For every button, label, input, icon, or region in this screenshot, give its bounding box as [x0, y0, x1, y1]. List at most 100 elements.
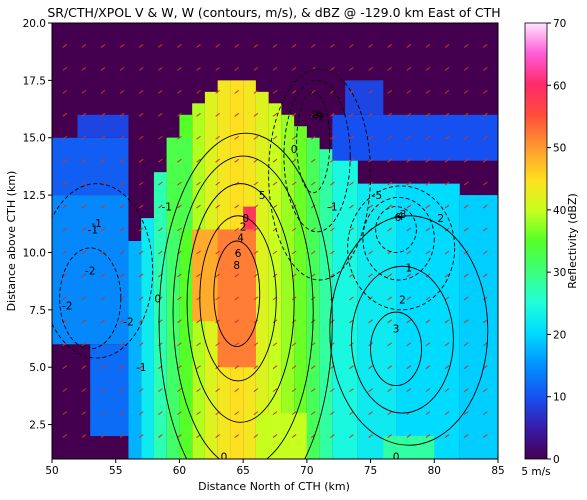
wind-vector: [425, 250, 431, 255]
contour-label: -4: [393, 211, 404, 223]
wind-vector: [349, 365, 354, 370]
wind-vector: [62, 411, 68, 416]
wind-vector: [310, 181, 316, 186]
colorbar-tick-label: 50: [553, 143, 566, 155]
wind-vector: [482, 44, 488, 48]
wind-vector: [215, 388, 220, 393]
wind-vector: [291, 411, 297, 416]
w-contour: [59, 247, 122, 350]
wind-vector: [482, 388, 488, 393]
wind-vector: [368, 365, 373, 370]
wind-vector: [100, 89, 106, 94]
x-axis-label: Distance North of CTH (km): [198, 480, 350, 493]
wind-vector: [119, 250, 125, 255]
wind-vector: [291, 227, 297, 232]
wind-vector: [349, 181, 354, 186]
wind-vector: [100, 66, 106, 71]
wind-vector: [368, 158, 373, 163]
wind-vector: [138, 273, 144, 278]
wind-vector: [138, 319, 144, 324]
wind-vector: [100, 204, 106, 209]
w-contour: [362, 196, 435, 281]
colorbar-tick-label: 0: [553, 454, 560, 466]
contour-label: 6: [235, 248, 242, 260]
wind-vector: [406, 365, 412, 370]
wind-vector: [253, 273, 259, 278]
contour-label: -1: [136, 362, 146, 374]
wind-vector: [387, 365, 392, 370]
wind-vector: [463, 135, 469, 140]
reflectivity-patch: [332, 114, 498, 161]
contour-label: 4: [237, 232, 244, 244]
wind-vector: [158, 135, 163, 140]
wind-vector: [425, 296, 431, 301]
contour-label: -1: [327, 202, 337, 214]
wind-vector: [234, 434, 240, 438]
contour-label: 2: [240, 221, 247, 233]
wind-vector: [482, 273, 488, 278]
colorbar-tick-label: 30: [553, 267, 566, 279]
wind-vector: [196, 204, 201, 209]
wind-vector: [310, 250, 316, 255]
wind-vector: [291, 342, 297, 347]
wind-vector: [291, 66, 297, 71]
wind-vector: [444, 204, 450, 209]
wind-vector: [100, 44, 106, 48]
wind-vector: [291, 319, 297, 324]
wind-vector: [177, 135, 182, 140]
wind-vector: [330, 388, 335, 393]
wind-vector: [349, 434, 354, 438]
wind-vector: [330, 66, 335, 71]
wind-vector: [253, 296, 259, 301]
wind-vector: [368, 388, 373, 393]
wind-vector: [253, 319, 259, 324]
wind-vector: [291, 181, 297, 186]
x-tick-label: 65: [236, 465, 249, 477]
wind-vector: [387, 112, 392, 117]
wind-vector: [138, 112, 144, 117]
wind-vector: [81, 273, 87, 278]
wind-vector: [81, 411, 87, 416]
wind-vector: [234, 319, 240, 324]
wind-vector: [81, 296, 87, 301]
colorbar-ticks: 0 10 20 30 40 50 60 70: [547, 18, 566, 466]
wind-vector: [81, 204, 87, 209]
wind-vector: [349, 44, 354, 48]
wind-vector: [444, 181, 450, 186]
wind-vector: [425, 388, 431, 393]
wind-vector: [81, 112, 87, 117]
wind-vector: [177, 112, 182, 117]
contour-label: 0: [221, 452, 228, 464]
wind-vector: [368, 112, 373, 117]
wind-vector: [177, 89, 182, 94]
colorbar-tick-label: 20: [553, 329, 566, 341]
wind-vector: [368, 250, 373, 255]
contour-label: 0: [393, 452, 400, 464]
wind-vector: [253, 181, 259, 186]
wind-vector: [406, 112, 412, 117]
wind-vector: [425, 204, 431, 209]
wind-vector: [444, 66, 450, 71]
wind-vector: [444, 273, 450, 278]
reflectivity-column: [332, 149, 358, 459]
wind-vector: [406, 135, 412, 140]
wind-vector: [272, 342, 278, 347]
wind-vector: [349, 66, 354, 71]
wind-vector: [406, 434, 412, 438]
wind-vector: [291, 89, 297, 94]
contour-label: -5: [372, 190, 382, 202]
wind-vector: [387, 434, 392, 438]
wind-vector: [138, 135, 144, 140]
wind-vector: [272, 158, 278, 163]
wind-vector: [138, 434, 144, 438]
reflectivity-column: [294, 126, 307, 459]
colorbar: [524, 22, 548, 460]
wind-vector: [62, 227, 68, 232]
wind-vector: [138, 181, 144, 186]
wind-vector: [100, 319, 106, 324]
wind-vector: [119, 319, 125, 324]
wind-vector: [330, 181, 335, 186]
wind-vector: [406, 273, 412, 278]
wind-vector: [482, 89, 488, 94]
